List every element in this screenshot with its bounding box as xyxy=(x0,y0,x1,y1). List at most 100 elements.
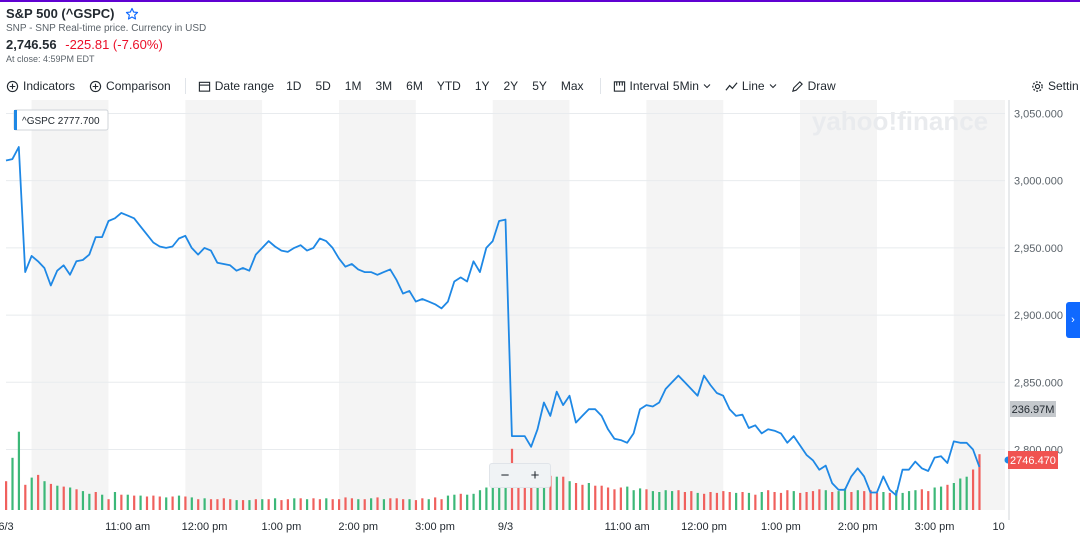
volume-bar xyxy=(94,492,97,510)
comparison-button[interactable]: Comparison xyxy=(89,79,171,93)
volume-bar xyxy=(542,476,546,510)
volume-bar xyxy=(779,492,783,510)
volume-bar xyxy=(440,499,443,510)
settings-label: Settin xyxy=(1048,79,1079,93)
volume-bar xyxy=(286,499,289,510)
top-accent-line xyxy=(0,0,1080,2)
volume-bar xyxy=(389,498,392,510)
chevron-right-icon: › xyxy=(1071,314,1075,326)
draw-label: Draw xyxy=(807,79,836,93)
range-1y[interactable]: 1Y xyxy=(474,79,490,93)
volume-bar xyxy=(741,492,744,510)
volume-badge-text: 236.97M xyxy=(1012,404,1055,416)
volume-bar xyxy=(600,485,603,510)
x-tick-label: 12:00 pm xyxy=(182,521,228,533)
volume-bar xyxy=(5,481,8,510)
volume-bar xyxy=(882,492,885,510)
volume-bar xyxy=(517,484,520,510)
chevron-down-icon xyxy=(703,84,711,89)
volume-bar xyxy=(49,483,53,510)
volume-bar xyxy=(920,489,923,510)
volume-bar xyxy=(818,489,821,510)
volume-bar xyxy=(113,492,117,510)
volume-bar xyxy=(638,488,642,510)
volume-bar xyxy=(350,498,354,510)
volume-bar xyxy=(952,483,955,510)
price-chart[interactable]: 3,050.000 3,000.000 2,950.000 2,900.000 2,85… xyxy=(0,100,1080,549)
volume-bar xyxy=(254,499,257,510)
volume-bar xyxy=(613,489,616,510)
volume-bar xyxy=(197,499,200,510)
draw-button[interactable]: Draw xyxy=(791,79,836,93)
volume-bar xyxy=(837,491,840,510)
close-time: At close: 4:59PM EDT xyxy=(6,54,95,64)
x-tick-label: 11:00 am xyxy=(105,521,150,533)
y-tick-label: 3,050.000 xyxy=(1014,108,1063,120)
volume-bar xyxy=(914,490,917,510)
volume-bar xyxy=(395,498,398,510)
volume-bar xyxy=(946,484,949,510)
x-tick-label: 1:00 pm xyxy=(761,521,801,533)
volume-bar xyxy=(30,477,33,510)
plus-circle-icon xyxy=(6,80,19,92)
range-5y[interactable]: 5Y xyxy=(532,79,547,93)
zoom-out-button[interactable]: − xyxy=(500,467,510,484)
volume-bar xyxy=(786,490,789,510)
settings-button[interactable]: Settin xyxy=(1031,79,1079,93)
volume-bar xyxy=(658,492,661,510)
volume-bar xyxy=(773,492,776,510)
chart-type-dropdown[interactable]: Line xyxy=(725,79,777,93)
chart-toolbar: Indicators Comparison Date range 1D 5D 1… xyxy=(0,76,1080,96)
calendar-icon xyxy=(198,81,210,92)
y-tick-label: 2,900.000 xyxy=(1014,310,1063,322)
y-tick-label: 2,950.000 xyxy=(1014,243,1063,255)
zoom-in-button[interactable]: + xyxy=(530,467,540,484)
volume-bar xyxy=(434,497,437,510)
interval-dropdown[interactable]: Interval 5Min xyxy=(613,79,711,93)
range-3m[interactable]: 3M xyxy=(375,79,393,93)
volume-bar xyxy=(338,499,341,510)
expand-panel-button[interactable]: › xyxy=(1066,302,1080,338)
volume-bar xyxy=(267,499,270,510)
volume-bar xyxy=(651,491,654,510)
interval-icon xyxy=(613,80,625,92)
line-chart-icon xyxy=(725,81,738,91)
volume-bar xyxy=(421,498,424,510)
comparison-label: Comparison xyxy=(106,79,171,93)
date-range-button[interactable]: Date range xyxy=(198,79,274,93)
volume-bar xyxy=(363,499,366,510)
volume-bar xyxy=(869,490,872,510)
volume-bar xyxy=(427,499,430,510)
volume-bar xyxy=(414,500,418,510)
star-icon[interactable] xyxy=(125,7,139,21)
date-range-label: Date range xyxy=(214,79,275,93)
volume-bar xyxy=(24,484,27,510)
volume-bar xyxy=(241,500,245,510)
volume-bar xyxy=(273,498,277,510)
interval-value: 5Min xyxy=(672,79,699,93)
volume-bar xyxy=(927,491,930,510)
volume-bar xyxy=(165,497,168,510)
volume-bar xyxy=(805,492,808,510)
x-tick-label: 3:00 pm xyxy=(415,521,455,533)
range-max[interactable]: Max xyxy=(560,79,584,93)
volume-bar xyxy=(965,476,968,510)
range-ytd[interactable]: YTD xyxy=(436,79,461,93)
indicators-button[interactable]: Indicators xyxy=(6,79,75,93)
volume-bar xyxy=(171,496,174,510)
volume-bar xyxy=(671,491,674,510)
range-5d[interactable]: 5D xyxy=(315,79,331,93)
volume-bar xyxy=(75,489,78,510)
range-1m[interactable]: 1M xyxy=(344,79,362,93)
range-2y[interactable]: 2Y xyxy=(503,79,519,93)
volume-bar xyxy=(645,489,648,510)
x-tick-label: 9/3 xyxy=(498,521,513,533)
range-6m[interactable]: 6M xyxy=(406,79,423,93)
range-1d[interactable]: 1D xyxy=(286,79,302,93)
volume-bar xyxy=(856,490,859,510)
volume-bar xyxy=(792,491,795,510)
volume-bar xyxy=(17,431,21,510)
volume-bar xyxy=(299,498,302,510)
zoom-controls: − + xyxy=(489,463,551,488)
session-band xyxy=(185,100,263,510)
